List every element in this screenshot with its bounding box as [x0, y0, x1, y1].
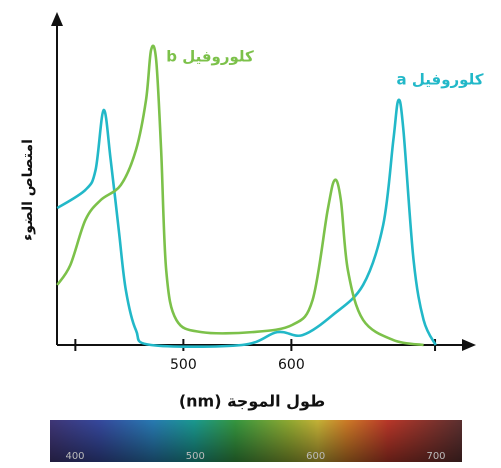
series-line: [56, 98, 437, 349]
series-label: كلوروفيل b: [166, 48, 254, 66]
y-axis-label: امتصاص الضوء: [20, 139, 36, 241]
spectrum-label: 400: [65, 451, 84, 462]
spectrum-label: 700: [426, 451, 445, 462]
spectrum-label: 500: [186, 451, 205, 462]
spectrum-label: 600: [306, 451, 325, 462]
y-arrow: [51, 12, 63, 26]
x-axis-label: طول الموجة (nm): [179, 392, 325, 411]
x-tick-label: 500: [170, 357, 197, 373]
x-tick-label: 600: [278, 357, 305, 373]
series-line: [56, 44, 424, 347]
series-label: كلوروفيل a: [397, 71, 484, 89]
x-arrow: [462, 339, 476, 351]
spectrum-shade: [50, 420, 462, 462]
